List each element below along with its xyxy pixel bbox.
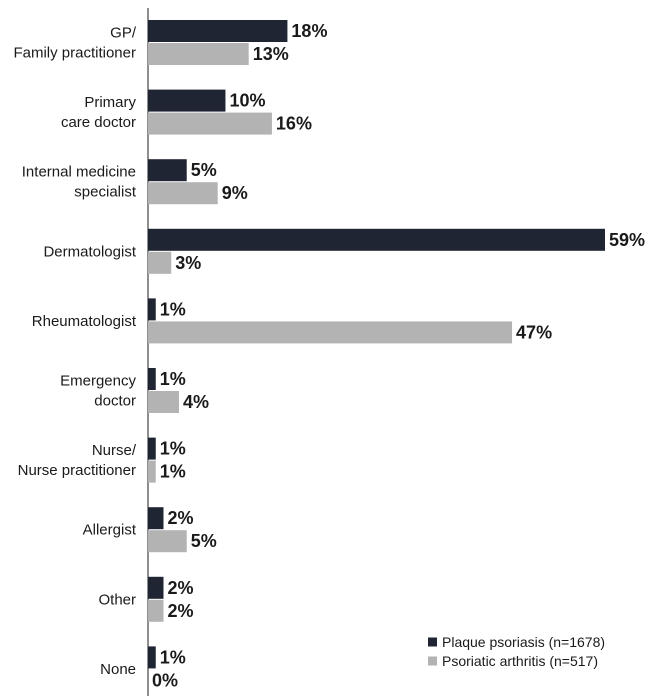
legend-swatch	[428, 638, 437, 647]
legend-label: Plaque psoriasis (n=1678)	[442, 634, 605, 650]
category-label-line: Emergency	[60, 373, 136, 390]
bar-plaque-psoriasis	[148, 20, 287, 42]
bar-psoriatic-arthritis	[148, 530, 187, 552]
category-label-line: Other	[98, 591, 136, 608]
value-label-psoriatic-arthritis: 16%	[276, 114, 312, 134]
category-label-line: care doctor	[61, 114, 136, 131]
value-label-psoriatic-arthritis: 2%	[167, 601, 193, 621]
category-label-line: Internal medicine	[22, 164, 136, 181]
value-label-psoriatic-arthritis: 3%	[175, 253, 201, 273]
bar-plaque-psoriasis	[148, 577, 163, 599]
bar-plaque-psoriasis	[148, 368, 156, 390]
category-label-line: Family practitioner	[13, 45, 136, 62]
value-label-plaque-psoriasis: 10%	[229, 91, 265, 111]
value-label-psoriatic-arthritis: 47%	[516, 322, 552, 342]
category-label-line: Dermatologist	[43, 243, 136, 260]
bar-plaque-psoriasis	[148, 438, 156, 460]
category-label: Other	[98, 591, 136, 608]
value-label-plaque-psoriasis: 18%	[291, 21, 327, 41]
category-label-line: Nurse practitioner	[18, 462, 136, 479]
bar-plaque-psoriasis	[148, 90, 225, 112]
value-label-plaque-psoriasis: 1%	[160, 299, 186, 319]
value-label-psoriatic-arthritis: 0%	[152, 670, 178, 690]
category-label-line: Primary	[84, 94, 136, 111]
bar-psoriatic-arthritis	[148, 252, 171, 274]
value-label-plaque-psoriasis: 1%	[160, 647, 186, 667]
bar-plaque-psoriasis	[148, 646, 156, 668]
bar-psoriatic-arthritis	[148, 43, 249, 65]
legend-label: Psoriatic arthritis (n=517)	[442, 653, 598, 669]
value-label-plaque-psoriasis: 1%	[160, 369, 186, 389]
bar-plaque-psoriasis	[148, 159, 187, 181]
bar-psoriatic-arthritis	[148, 321, 512, 343]
legend-swatch	[428, 657, 437, 666]
value-label-plaque-psoriasis: 1%	[160, 439, 186, 459]
bar-plaque-psoriasis	[148, 298, 156, 320]
bar-psoriatic-arthritis	[148, 461, 156, 483]
category-label-line: Nurse/	[92, 442, 137, 459]
value-label-plaque-psoriasis: 5%	[191, 160, 217, 180]
bar-psoriatic-arthritis	[148, 113, 272, 135]
category-label: Allergist	[83, 522, 137, 539]
category-label: Nurse/Nurse practitioner	[18, 442, 137, 479]
value-label-plaque-psoriasis: 2%	[167, 508, 193, 528]
category-label: None	[100, 661, 136, 678]
bar-psoriatic-arthritis	[148, 600, 163, 622]
chart-bars	[148, 20, 605, 668]
chart-legend: Plaque psoriasis (n=1678) Psoriatic arthr…	[428, 634, 605, 669]
category-label: Emergency doctor	[60, 373, 136, 410]
value-label-psoriatic-arthritis: 1%	[160, 462, 186, 482]
category-label: Primary care doctor	[61, 94, 137, 131]
value-label-plaque-psoriasis: 2%	[167, 578, 193, 598]
category-label-line: Rheumatologist	[32, 313, 137, 330]
bar-plaque-psoriasis	[148, 507, 163, 529]
value-label-psoriatic-arthritis: 13%	[253, 44, 289, 64]
category-label-line: Allergist	[83, 522, 137, 539]
bar-psoriatic-arthritis	[148, 182, 218, 204]
category-label-line: GP/	[110, 25, 137, 42]
value-label-psoriatic-arthritis: 4%	[183, 392, 209, 412]
category-label: GP/Family practitioner	[13, 25, 136, 62]
value-label-psoriatic-arthritis: 5%	[191, 531, 217, 551]
category-label-line: None	[100, 661, 136, 678]
category-label-line: doctor	[94, 393, 136, 410]
bar-plaque-psoriasis	[148, 229, 605, 251]
bar-psoriatic-arthritis	[148, 391, 179, 413]
category-label: Internal medicine specialist	[22, 164, 137, 201]
value-label-plaque-psoriasis: 59%	[609, 230, 645, 250]
value-label-psoriatic-arthritis: 9%	[222, 183, 248, 203]
category-label: Rheumatologist	[32, 313, 137, 330]
category-label: Dermatologist	[43, 243, 136, 260]
category-labels: GP/Family practitioner Primary care doctor…	[13, 25, 136, 678]
category-label-line: specialist	[74, 184, 137, 201]
